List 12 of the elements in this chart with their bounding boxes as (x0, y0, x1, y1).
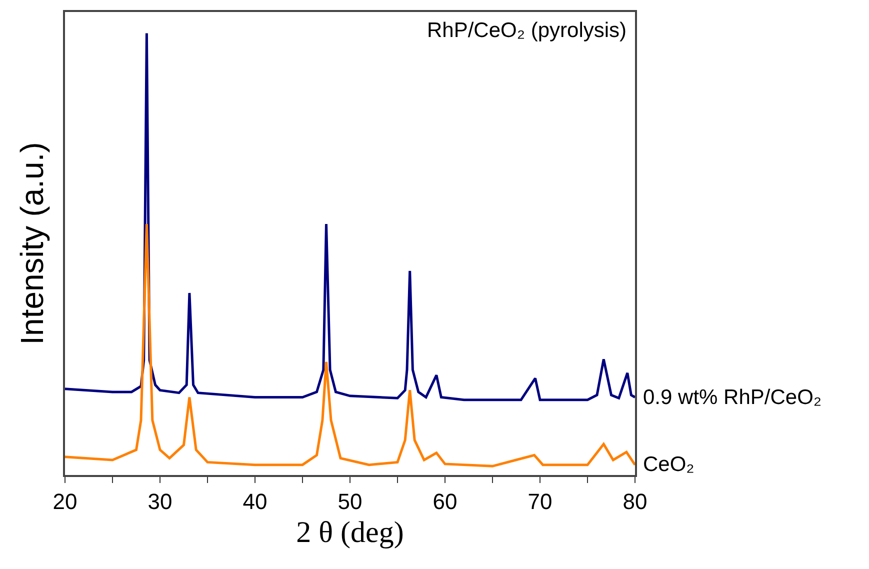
x-tick-label: 70 (528, 489, 552, 514)
series-label: 0.9 wt% RhP/CeO₂ (643, 386, 822, 409)
x-tick-label: 50 (338, 489, 362, 514)
x-tick-label: 40 (242, 489, 268, 514)
x-tick-label: 30 (148, 489, 172, 514)
annotation: RhP/CeO₂ (pyrolysis) (427, 19, 627, 42)
y-axis-title: Intensity (a.u.) (14, 142, 50, 345)
x-tick-label: 80 (622, 489, 648, 514)
x-tick-label: 20 (52, 489, 78, 514)
series-label: CeO₂ (643, 453, 694, 476)
x-axis-title: 2 θ (deg) (296, 516, 404, 550)
x-tick-label: 60 (432, 489, 458, 514)
